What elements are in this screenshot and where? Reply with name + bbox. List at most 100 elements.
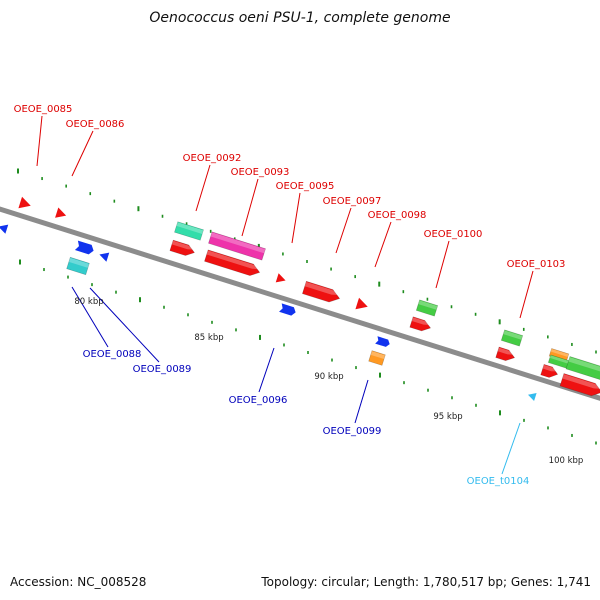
gene-oeoe-0088-body (74, 240, 94, 255)
gene-red-0092b-body (169, 239, 195, 256)
label-oeoe-0103-leader (519, 270, 534, 319)
label-oeoe-t0104-leader (501, 422, 521, 475)
label-oeoe-0086-leader (71, 130, 94, 177)
gene-red-0105-body (559, 373, 600, 397)
label-oeoe-0089-leader (89, 287, 160, 363)
gene-oeoe-0093 (208, 231, 266, 261)
gene-oeoe-0089-arrow (99, 252, 110, 262)
label-oeoe-0093-leader (241, 178, 259, 237)
gene-oeoe-0099-body (368, 350, 386, 366)
label-oeoe-0092-leader (195, 164, 211, 212)
gene-red-0093b (204, 249, 261, 276)
gene-green-0105-highlight (568, 357, 600, 375)
gene-red-0103b-highlight (497, 347, 516, 355)
label-oeoe-0085: OEOE_0085 (14, 104, 73, 115)
gene-oeoe-0086-body (55, 207, 67, 218)
gene-oeoe-0096 (279, 303, 296, 316)
scale-label: 90 kbp (314, 372, 343, 382)
gene-oeoe-0100-highlight (418, 300, 438, 310)
gene-oeoe-0086 (55, 207, 67, 218)
label-oeoe-0086: OEOE_0086 (66, 119, 125, 130)
gene-red-0092b (169, 239, 196, 256)
label-oeoe-0089: OEOE_0089 (133, 364, 192, 375)
gene-red-0105 (559, 373, 600, 397)
gene-oeoe-0085 (18, 196, 31, 209)
accession-label: Accession: NC_008528 (10, 575, 147, 589)
gene-oeoe-0103 (500, 329, 524, 347)
gene-oeoe-t0104-body (527, 393, 537, 402)
gene-oeoe-0103-highlight (503, 330, 523, 340)
gene-labels: OEOE_0085 OEOE_0086 OEOE_0092 OEOE_0093 OEOE… (14, 104, 566, 487)
gene-features (0, 196, 600, 402)
label-oeoe-t0104: OEOE_t0104 (467, 476, 530, 487)
gene-oeoe-0097-highlight (304, 281, 341, 296)
gene-oeoe-t0104 (527, 393, 537, 402)
scale-label: 85 kbp (194, 333, 223, 343)
label-oeoe-0098: OEOE_0098 (368, 210, 427, 221)
gene-red-0093b-highlight (206, 250, 261, 270)
gene-oeoe-0092-highlight (176, 222, 204, 235)
gene-oeoe-0099 (368, 350, 386, 366)
label-oeoe-0100: OEOE_0100 (424, 229, 483, 240)
gene-red-0103b (495, 346, 516, 361)
gene-oeoe-0098 (355, 297, 368, 310)
gene-red-0093b-body (204, 249, 261, 276)
gene-oeoe-0088 (74, 240, 94, 255)
gene-red-0100b-highlight (411, 317, 432, 326)
gene-oeoe-0089 (66, 256, 90, 276)
gene-oeoe-0089-arrow-body (99, 252, 110, 262)
label-oeoe-0096-leader (258, 347, 275, 393)
label-oeoe-0088: OEOE_0088 (83, 349, 142, 360)
gene-blue-0099a (375, 336, 390, 347)
gene-oeoe-0093-body (208, 231, 266, 261)
gene-oeoe-0097 (302, 280, 341, 303)
label-oeoe-0095: OEOE_0095 (276, 181, 335, 192)
genome-summary: Topology: circular; Length: 1,780,517 bp… (261, 575, 591, 589)
gene-oeoe-0092 (174, 221, 204, 241)
label-oeoe-0099-leader (354, 379, 369, 424)
scale-label: 95 kbp (433, 412, 462, 422)
gene-red-0105-highlight (562, 374, 600, 389)
genome-backbone (0, 206, 600, 401)
gene-red-0103b-body (495, 346, 516, 361)
gene-blue-0087-body (0, 224, 9, 234)
label-oeoe-0103: OEOE_0103 (507, 259, 566, 270)
gene-blue-0099a-body (375, 336, 390, 347)
label-oeoe-0097: OEOE_0097 (323, 196, 382, 207)
gene-oeoe-0095-body (275, 273, 286, 283)
label-oeoe-0092: OEOE_0092 (183, 153, 242, 164)
gene-orange-0104-highlight (550, 348, 569, 357)
gene-green-0105-body (565, 356, 600, 382)
gene-red-0100b-body (409, 316, 432, 332)
gene-green-0104-highlight (549, 355, 572, 365)
gene-oeoe-0089-body (66, 256, 90, 276)
label-oeoe-0098-leader (374, 221, 392, 268)
label-oeoe-0093: OEOE_0093 (231, 167, 290, 178)
gene-oeoe-0089-highlight (68, 257, 90, 268)
gene-oeoe-0095 (275, 273, 286, 283)
gene-oeoe-0093-highlight (210, 232, 266, 254)
gene-oeoe-0092-body (174, 221, 204, 241)
gene-green-0105 (565, 356, 600, 382)
label-oeoe-0085-leader (36, 115, 43, 167)
gene-red-0104b (540, 363, 559, 378)
gene-blue-0087 (0, 224, 9, 234)
gene-oeoe-0103-body (500, 329, 524, 347)
genome-title: Oenococcus oeni PSU-1, complete genome (149, 10, 451, 26)
label-oeoe-0099: OEOE_0099 (323, 426, 382, 437)
gene-oeoe-0096-body (279, 303, 296, 316)
gene-red-0092b-highlight (171, 240, 196, 250)
gene-oeoe-0099-highlight (370, 351, 386, 360)
gene-oeoe-0085-body (18, 196, 31, 209)
label-oeoe-0100-leader (435, 240, 450, 289)
label-oeoe-0088-leader (71, 286, 109, 348)
scale-labels: 80 kbp 85 kbp 90 kbp 95 kbp 100 kbp (74, 297, 583, 466)
scale-label: 80 kbp (74, 297, 103, 307)
gene-oeoe-0097-body (302, 280, 341, 303)
gene-red-0100b (409, 316, 432, 332)
gene-red-0104b-highlight (542, 364, 559, 372)
gene-red-0104b-body (540, 363, 559, 378)
gene-oeoe-0100-body (415, 299, 439, 317)
